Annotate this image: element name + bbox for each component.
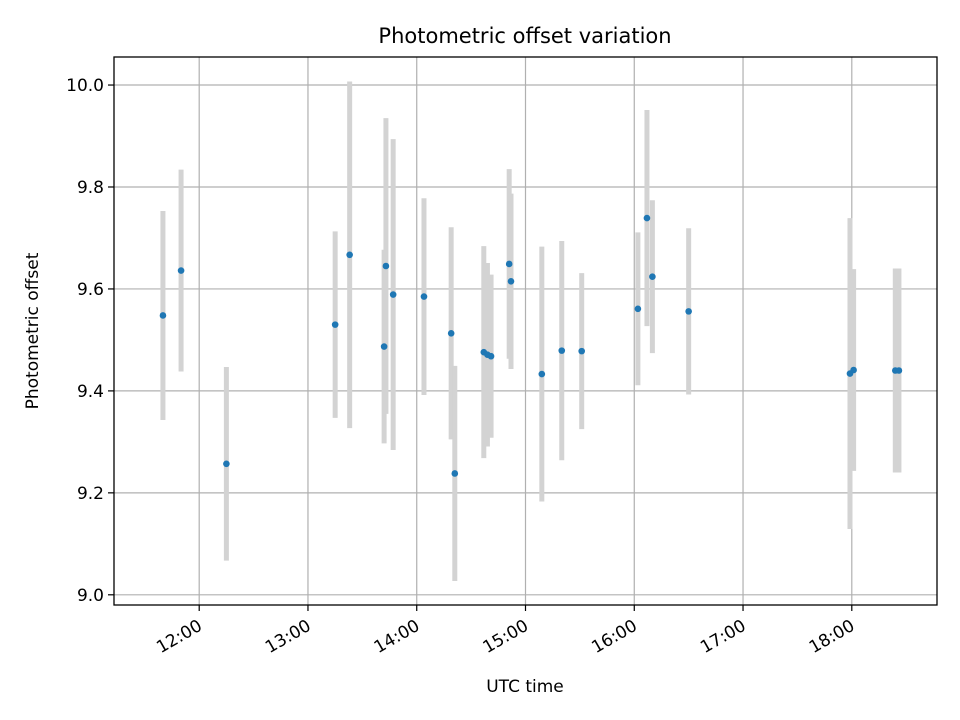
x-tick-label: 17:00 — [697, 616, 749, 658]
data-point — [578, 347, 585, 355]
y-tick-label: 10.0 — [66, 76, 104, 96]
x-axis-label: UTC time — [486, 677, 564, 697]
y-tick-label: 9.6 — [77, 280, 104, 300]
data-point — [558, 347, 566, 354]
y-tick-label: 9.2 — [77, 484, 104, 504]
x-tick-label: 14:00 — [371, 616, 423, 658]
chart-title: Photometric offset variation — [378, 24, 671, 48]
x-tick-label: 16:00 — [588, 616, 640, 658]
data-point — [643, 214, 651, 222]
data-point — [507, 277, 515, 285]
data-point — [389, 291, 397, 298]
data-point — [505, 260, 513, 268]
y-axis-label: Photometric offset — [23, 252, 43, 409]
data-point — [685, 308, 692, 315]
x-tick-label: 12:00 — [153, 616, 205, 658]
data-point — [634, 305, 642, 313]
data-point — [420, 293, 428, 300]
data-point — [223, 460, 230, 468]
data-point — [451, 470, 459, 477]
y-tick-label: 9.4 — [77, 382, 104, 402]
y-tick-label: 9.0 — [77, 586, 104, 606]
data-point — [331, 321, 339, 328]
data-point — [159, 312, 167, 319]
x-axis-ticks: 12:00 13:00 14:00 15:00 16:00 17:00 18:00 — [153, 605, 858, 658]
data-point — [346, 251, 353, 259]
data-point — [447, 329, 455, 337]
data-points — [159, 214, 903, 477]
y-tick-label: 9.8 — [77, 178, 104, 198]
x-tick-label: 13:00 — [262, 616, 314, 658]
data-point — [177, 267, 185, 274]
data-point — [487, 352, 495, 360]
x-tick-label: 15:00 — [480, 616, 532, 658]
grid — [114, 57, 937, 605]
x-tick-label: 18:00 — [806, 616, 858, 658]
data-point — [380, 343, 388, 350]
data-point — [382, 262, 390, 270]
data-point — [850, 366, 857, 374]
data-point — [538, 370, 546, 378]
data-point — [649, 273, 656, 281]
data-point — [895, 367, 903, 374]
error-bars — [160, 81, 902, 582]
y-axis-ticks: 9.0 9.2 9.4 9.6 9.8 10.0 — [66, 76, 114, 606]
